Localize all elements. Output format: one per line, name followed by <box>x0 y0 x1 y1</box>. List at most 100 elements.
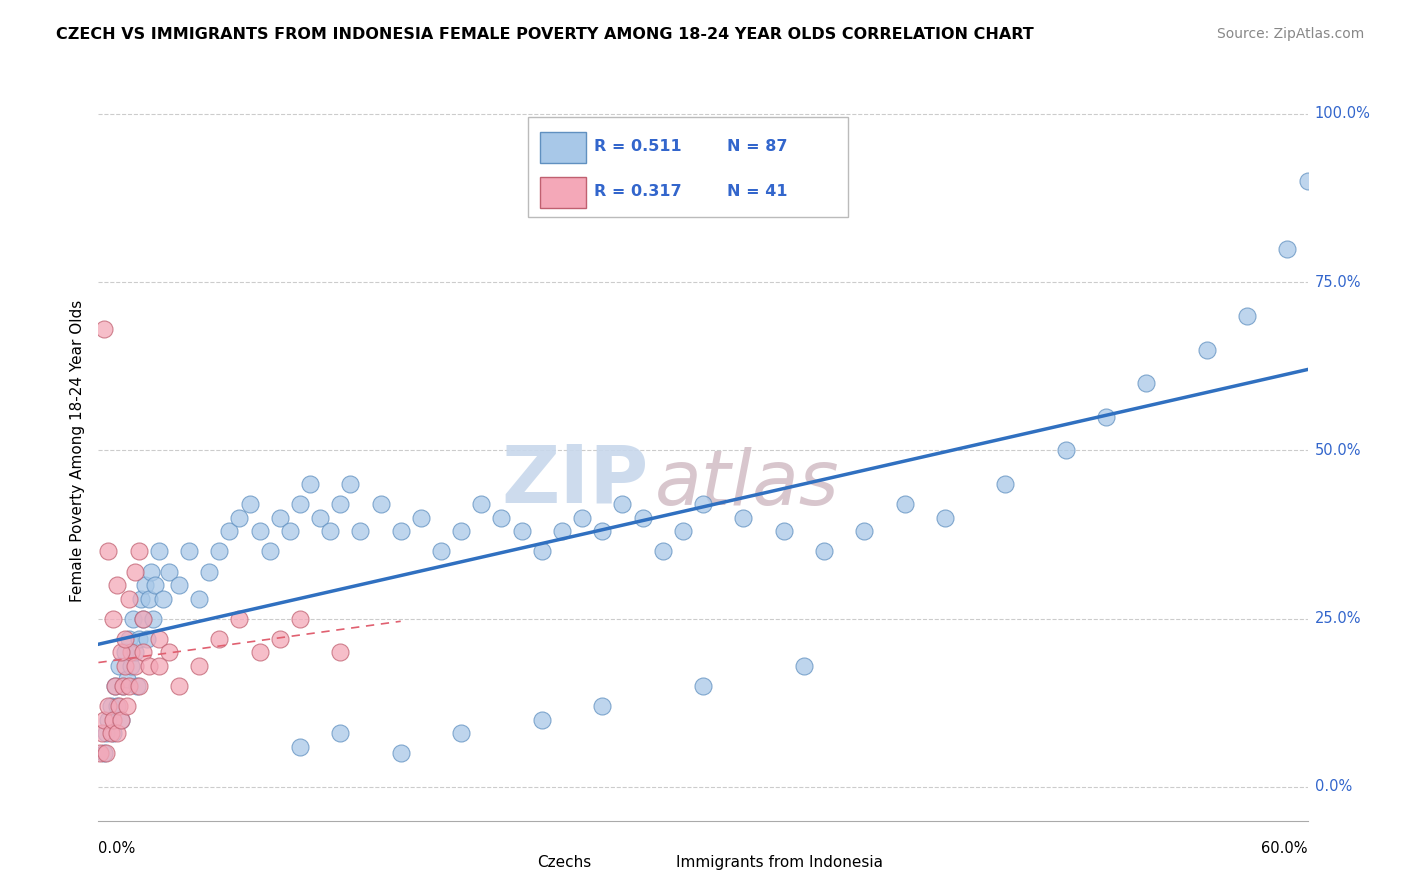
Point <box>110 713 132 727</box>
Point <box>167 578 190 592</box>
Point <box>319 524 342 539</box>
Point <box>124 658 146 673</box>
Point <box>651 544 673 558</box>
Text: 60.0%: 60.0% <box>1261 841 1308 855</box>
Point <box>1054 443 1077 458</box>
Point <box>157 645 180 659</box>
Point <box>115 699 138 714</box>
Point <box>111 679 134 693</box>
Point <box>218 524 240 539</box>
Point <box>118 591 141 606</box>
Point <box>893 497 915 511</box>
Point <box>239 497 262 511</box>
Point <box>93 747 115 761</box>
Point <box>813 544 835 558</box>
Text: 0.0%: 0.0% <box>1315 780 1351 795</box>
Point <box>631 510 654 524</box>
Point <box>733 510 755 524</box>
Point <box>93 322 115 336</box>
Point <box>118 679 141 693</box>
Point <box>100 699 122 714</box>
Point <box>450 726 472 740</box>
Point <box>96 726 118 740</box>
Point <box>114 658 136 673</box>
Point <box>121 612 143 626</box>
Point <box>288 739 311 754</box>
Text: ZIP: ZIP <box>502 441 648 519</box>
Text: 25.0%: 25.0% <box>1315 611 1361 626</box>
Point <box>329 497 352 511</box>
Point <box>208 632 231 646</box>
Point <box>228 510 250 524</box>
Point <box>994 477 1017 491</box>
Point <box>101 612 124 626</box>
Text: CZECH VS IMMIGRANTS FROM INDONESIA FEMALE POVERTY AMONG 18-24 YEAR OLDS CORRELAT: CZECH VS IMMIGRANTS FROM INDONESIA FEMAL… <box>56 27 1033 42</box>
Point <box>188 658 211 673</box>
Point <box>1095 409 1118 424</box>
Point <box>105 699 128 714</box>
Point <box>128 544 150 558</box>
Point <box>167 679 190 693</box>
Point <box>124 645 146 659</box>
Point <box>228 612 250 626</box>
Point <box>91 726 114 740</box>
Point <box>530 713 553 727</box>
Point <box>97 699 120 714</box>
Text: atlas: atlas <box>655 447 839 521</box>
Point <box>101 713 124 727</box>
Text: R = 0.317: R = 0.317 <box>595 184 682 199</box>
Point <box>125 679 148 693</box>
Point <box>612 497 634 511</box>
Point <box>198 565 221 579</box>
Point <box>120 645 142 659</box>
Point <box>430 544 453 558</box>
Point <box>135 632 157 646</box>
FancyBboxPatch shape <box>527 118 848 218</box>
Point <box>329 645 352 659</box>
Point <box>128 679 150 693</box>
Point <box>208 544 231 558</box>
Point <box>571 510 593 524</box>
Point <box>1195 343 1218 357</box>
Text: N = 87: N = 87 <box>727 139 787 154</box>
Point <box>309 510 332 524</box>
Point <box>139 565 162 579</box>
Point <box>105 578 128 592</box>
Point <box>1236 309 1258 323</box>
Point <box>114 632 136 646</box>
Point <box>134 578 156 592</box>
Point <box>389 524 412 539</box>
Text: 75.0%: 75.0% <box>1315 275 1361 290</box>
Point <box>143 578 166 592</box>
Point <box>138 591 160 606</box>
Y-axis label: Female Poverty Among 18-24 Year Olds: Female Poverty Among 18-24 Year Olds <box>69 300 84 601</box>
Point <box>491 510 513 524</box>
Point <box>179 544 201 558</box>
Point <box>249 645 271 659</box>
Point <box>269 510 291 524</box>
Point <box>934 510 956 524</box>
Bar <box>540 177 586 208</box>
Point <box>349 524 371 539</box>
Text: Czechs: Czechs <box>537 855 592 871</box>
Point <box>188 591 211 606</box>
Point <box>96 747 118 761</box>
Point <box>510 524 533 539</box>
Point <box>138 658 160 673</box>
Point <box>129 591 152 606</box>
Point <box>269 632 291 646</box>
Point <box>101 726 124 740</box>
Point <box>692 497 714 511</box>
Point <box>110 645 132 659</box>
Bar <box>498 850 531 876</box>
Point <box>103 679 125 693</box>
Point <box>97 713 120 727</box>
Point <box>148 658 170 673</box>
Point <box>110 713 132 727</box>
Point <box>370 497 392 511</box>
Point <box>853 524 876 539</box>
Point <box>389 747 412 761</box>
Point <box>107 699 129 714</box>
Point <box>152 591 174 606</box>
Point <box>128 632 150 646</box>
